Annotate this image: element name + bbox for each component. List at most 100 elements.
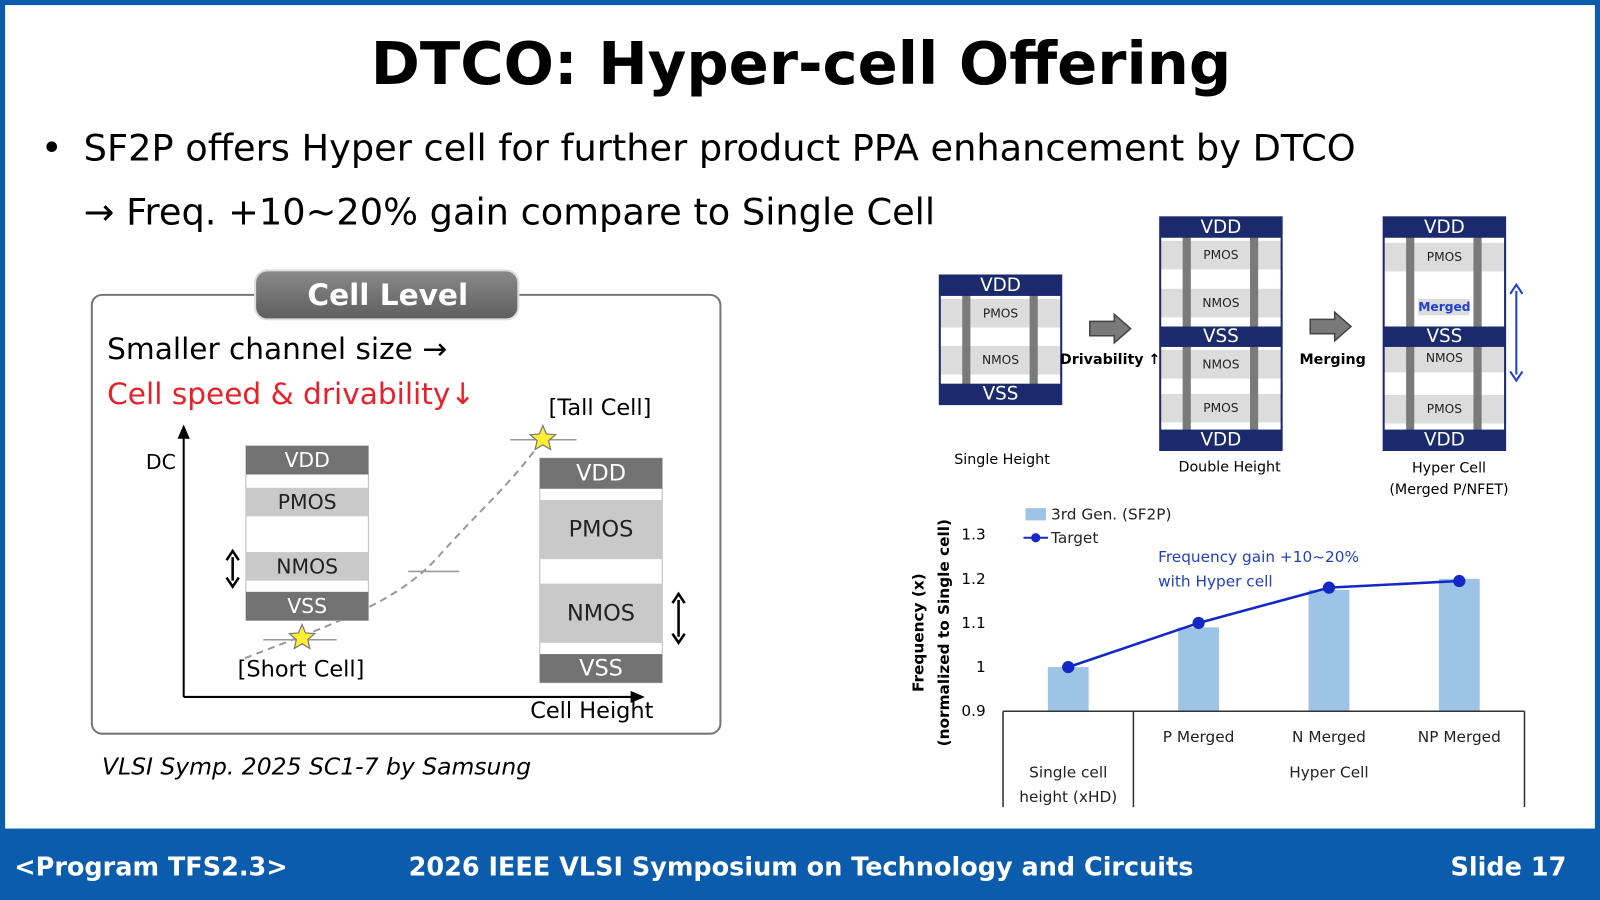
row-label: PMOS	[1203, 248, 1239, 262]
cell-caption: Hyper Cell	[1412, 460, 1486, 476]
label-bg	[1194, 400, 1246, 417]
row-label: PMOS	[1203, 401, 1239, 415]
bar	[1438, 578, 1480, 712]
rail	[939, 383, 1062, 405]
bullet: SF2P offers Hyper cell for further produ…	[84, 126, 1356, 169]
x-tick-label: P Merged	[1162, 727, 1235, 746]
y-axis-label: (normalized to Single cell)	[935, 519, 953, 746]
rail	[1383, 217, 1506, 238]
footer-center: 2026 IEEE VLSI Symposium on Technology a…	[409, 852, 1194, 882]
label-bg	[1418, 298, 1470, 316]
gate	[1029, 275, 1038, 405]
label-bg	[1194, 356, 1246, 373]
trend-curve	[244, 438, 544, 660]
block-arrow	[1089, 312, 1132, 345]
band	[539, 500, 663, 560]
x-tick-label-box: Single cell height (xHD)	[1019, 763, 1117, 806]
x-tick-label: NP Merged	[1417, 727, 1501, 746]
row-label: VSS	[1426, 326, 1462, 347]
x-tick-label-box: NP Merged	[1417, 727, 1501, 746]
rail	[245, 591, 369, 621]
rail	[539, 654, 663, 683]
arrow-label: Merging	[1299, 352, 1365, 368]
row-label: PMOS	[983, 306, 1019, 320]
bar	[1047, 667, 1089, 712]
double-arrow	[225, 576, 240, 590]
star	[287, 622, 317, 650]
line	[1067, 579, 1460, 669]
line1: Smaller channel size →	[107, 332, 447, 366]
x-tick-label: N Merged	[1292, 727, 1366, 746]
cell-caption: (Merged P/NFET)	[1389, 482, 1508, 498]
axis-x-label: Cell Height	[530, 698, 653, 724]
footer-left: <Program TFS2.3>	[14, 852, 287, 882]
rail	[1160, 217, 1282, 238]
bar	[1308, 589, 1350, 712]
arrowhead	[630, 690, 645, 704]
cell-outline	[1382, 216, 1507, 452]
rail	[1383, 326, 1506, 347]
line-point	[1192, 616, 1205, 630]
row-label: VDD	[576, 460, 626, 486]
y-tick-label: 1	[976, 658, 986, 676]
bar	[1178, 627, 1220, 712]
row-label: NMOS	[1202, 296, 1239, 310]
label-bg	[1418, 248, 1470, 266]
cell-caption: Single Height	[954, 452, 1050, 468]
double-arrow	[671, 632, 686, 646]
citation: VLSI Symp. 2025 SC1-7 by Samsung	[102, 752, 531, 780]
cell-outline	[1159, 216, 1283, 452]
tab	[254, 269, 520, 321]
label-bg	[1194, 246, 1246, 264]
cell-label: [Short Cell]	[238, 656, 365, 682]
gate	[962, 275, 971, 405]
label-bg	[1418, 401, 1470, 418]
y-tick-label: 1.2	[961, 570, 985, 588]
rail	[1160, 326, 1282, 347]
row-label: PMOS	[1427, 402, 1463, 416]
row-label: VSS	[579, 655, 623, 681]
rail	[539, 458, 663, 489]
row-label: PMOS	[278, 490, 337, 514]
legend-swatch	[1031, 533, 1041, 543]
row-label: NMOS	[982, 353, 1019, 367]
double-arrow	[225, 548, 240, 561]
cell-outline	[938, 274, 1063, 406]
row-label: VDD	[980, 275, 1021, 296]
arrowhead	[177, 424, 190, 439]
row-label: NMOS	[1202, 357, 1239, 371]
legend-swatch	[1025, 508, 1046, 521]
group-label: Hyper Cell	[1289, 763, 1368, 781]
legend-label: 3rd Gen. (SF2P)	[1051, 505, 1171, 523]
cell-caption: Double Height	[1178, 459, 1281, 475]
double-arrow	[1509, 282, 1524, 295]
rail	[1160, 429, 1282, 450]
row-label: NMOS	[1426, 351, 1463, 365]
row-label: PMOS	[1427, 250, 1463, 264]
label-bg	[974, 305, 1026, 322]
row-label: VDD	[1424, 429, 1465, 450]
title: DTCO: Hyper-cell Offering	[371, 29, 1231, 98]
label-bg	[1418, 350, 1470, 367]
row-label: NMOS	[567, 600, 635, 626]
x-tick-label-box: N Merged	[1292, 727, 1366, 746]
y-tick-label: 0.9	[961, 702, 985, 720]
label-bg	[974, 352, 1026, 369]
row-label: VDD	[1424, 217, 1465, 238]
line-point	[1062, 660, 1075, 674]
annotation: Frequency gain +10~20%	[1158, 548, 1359, 566]
cell-label: [Tall Cell]	[549, 395, 652, 421]
row-label: VDD	[1200, 217, 1241, 238]
legend-label: Target	[1050, 529, 1098, 547]
line-point	[1322, 581, 1336, 594]
footer-bar	[0, 828, 1600, 900]
sub-bullet: → Freq. +10~20% gain compare to Single C…	[84, 191, 935, 234]
double-arrow	[1509, 370, 1524, 383]
annotation: with Hyper cell	[1158, 573, 1272, 591]
row-label: VSS	[287, 594, 327, 618]
label-bg	[1194, 294, 1246, 312]
row-label: PMOS	[569, 517, 634, 543]
row-label: VDD	[1200, 429, 1241, 450]
